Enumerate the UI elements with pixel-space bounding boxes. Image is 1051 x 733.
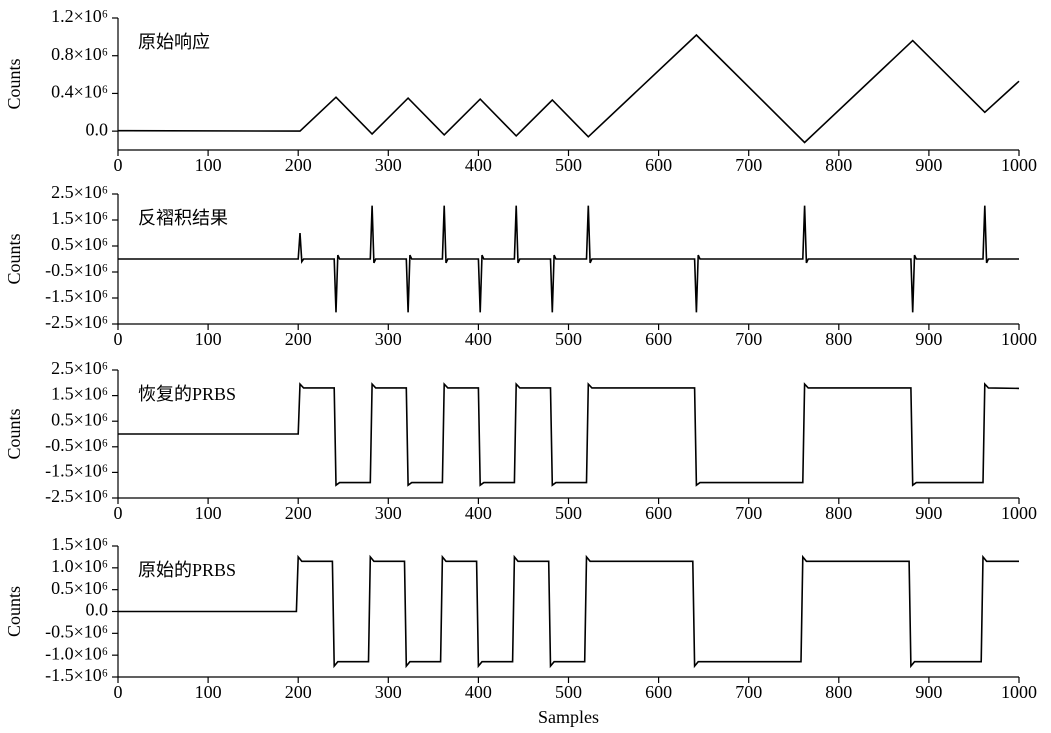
x-tick-label: 900: [915, 155, 942, 175]
x-tick-label: 300: [375, 329, 402, 349]
data-line: [118, 205, 1019, 313]
x-tick-label: 900: [915, 503, 942, 523]
y-tick-label: 2.5×10⁶: [51, 182, 108, 202]
x-tick-label: 400: [465, 155, 492, 175]
x-tick-label: 600: [645, 682, 672, 702]
x-tick-label: 400: [465, 682, 492, 702]
y-tick-label: 1.5×10⁶: [51, 534, 108, 554]
x-tick-label: 400: [465, 329, 492, 349]
x-tick-label: 200: [285, 329, 312, 349]
annotation: 反褶积结果: [138, 208, 228, 228]
x-tick-label: 100: [195, 155, 222, 175]
x-tick-label: 100: [195, 503, 222, 523]
x-tick-label: 0: [114, 503, 123, 523]
data-line: [118, 554, 1019, 669]
y-tick-label: -1.5×10⁶: [45, 665, 108, 685]
x-tick-label: 800: [825, 155, 852, 175]
x-tick-label: 300: [375, 682, 402, 702]
x-tick-label: 0: [114, 329, 123, 349]
x-tick-label: 700: [735, 682, 762, 702]
x-tick-label: 800: [825, 682, 852, 702]
x-tick-label: 200: [285, 155, 312, 175]
x-tick-label: 400: [465, 503, 492, 523]
y-tick-label: 0.5×10⁶: [51, 234, 108, 254]
x-tick-label: 1000: [1001, 155, 1037, 175]
x-tick-label: 300: [375, 503, 402, 523]
x-tick-label: 700: [735, 155, 762, 175]
y-tick-label: 0.5×10⁶: [51, 578, 108, 598]
y-tick-label: -1.5×10⁶: [45, 286, 108, 306]
x-tick-label: 200: [285, 682, 312, 702]
y-tick-label: -2.5×10⁶: [45, 486, 108, 506]
y-tick-label: 0.5×10⁶: [51, 409, 108, 429]
x-tick-label: 500: [555, 682, 582, 702]
data-line: [118, 382, 1020, 487]
x-tick-label: 1000: [1001, 503, 1037, 523]
y-axis-label: Counts: [4, 586, 24, 637]
x-tick-label: 300: [375, 155, 402, 175]
y-tick-label: 0.0: [86, 600, 109, 620]
y-tick-label: -1.5×10⁶: [45, 461, 108, 481]
x-tick-label: 0: [114, 682, 123, 702]
y-axis-label: Counts: [4, 233, 24, 284]
annotation: 原始的PRBS: [138, 560, 236, 580]
x-tick-label: 1000: [1001, 329, 1037, 349]
y-tick-label: 1.2×10⁶: [51, 6, 108, 26]
y-tick-label: -0.5×10⁶: [45, 260, 108, 280]
y-tick-label: 1.5×10⁶: [51, 208, 108, 228]
y-tick-label: 0.4×10⁶: [51, 82, 108, 102]
x-tick-label: 200: [285, 503, 312, 523]
x-tick-label: 800: [825, 503, 852, 523]
y-tick-label: 1.5×10⁶: [51, 384, 108, 404]
y-tick-label: -0.5×10⁶: [45, 435, 108, 455]
y-axis-label: Counts: [4, 408, 24, 459]
y-axis-label: Counts: [4, 58, 24, 109]
y-tick-label: -2.5×10⁶: [45, 312, 108, 332]
x-tick-label: 800: [825, 329, 852, 349]
x-tick-label: 900: [915, 682, 942, 702]
y-tick-label: 0.8×10⁶: [51, 44, 108, 64]
y-tick-label: 1.0×10⁶: [51, 556, 108, 576]
x-tick-label: 700: [735, 503, 762, 523]
x-tick-label: 600: [645, 329, 672, 349]
annotation: 恢复的PRBS: [138, 384, 236, 404]
y-tick-label: -1.0×10⁶: [45, 643, 108, 663]
annotation: 原始响应: [138, 32, 210, 52]
x-axis-label: Samples: [538, 707, 599, 727]
x-tick-label: 700: [735, 329, 762, 349]
x-tick-label: 600: [645, 155, 672, 175]
x-tick-label: 1000: [1001, 682, 1037, 702]
y-tick-label: 0.0: [86, 119, 109, 139]
x-tick-label: 500: [555, 155, 582, 175]
y-tick-label: -0.5×10⁶: [45, 621, 108, 641]
x-tick-label: 0: [114, 155, 123, 175]
x-tick-label: 900: [915, 329, 942, 349]
x-tick-label: 100: [195, 682, 222, 702]
x-tick-label: 600: [645, 503, 672, 523]
x-tick-label: 500: [555, 503, 582, 523]
y-tick-label: 2.5×10⁶: [51, 358, 108, 378]
x-tick-label: 100: [195, 329, 222, 349]
x-tick-label: 500: [555, 329, 582, 349]
data-line: [117, 33, 1020, 144]
